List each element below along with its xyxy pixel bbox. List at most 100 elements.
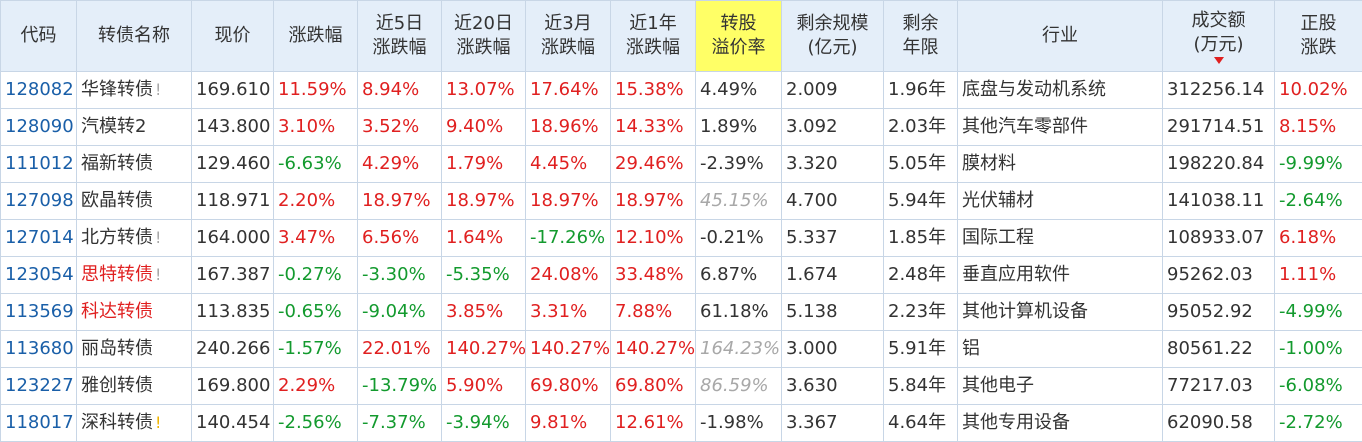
- volume-cell: 108933.07: [1162, 219, 1275, 257]
- change-5d-cell: 8.94%: [357, 71, 442, 109]
- change-3m-cell: 3.31%: [525, 293, 611, 331]
- bond-name-link[interactable]: 雅创转债: [76, 367, 192, 405]
- change-1y-cell: 15.38%: [610, 71, 696, 109]
- bond-code-link[interactable]: 113680: [0, 330, 77, 368]
- bond-code-link[interactable]: 128090: [0, 108, 77, 146]
- change-3m-cell: 9.81%: [525, 404, 611, 442]
- header-col-industry[interactable]: 行业: [957, 0, 1163, 72]
- header-col-chg1y[interactable]: 近1年 涨跌幅: [610, 0, 696, 72]
- volume-cell: 95052.92: [1162, 293, 1275, 331]
- price-cell: 240.266: [191, 330, 274, 368]
- bond-name-link[interactable]: 思特转债!: [76, 256, 192, 294]
- years-cell: 5.05年: [883, 145, 958, 183]
- scale-cell: 3.630: [781, 367, 884, 405]
- change-3m-cell: 69.80%: [525, 367, 611, 405]
- years-cell: 2.23年: [883, 293, 958, 331]
- change-20d-cell: 5.90%: [441, 367, 526, 405]
- bond-name-link[interactable]: 华锋转债!: [76, 71, 192, 109]
- change-3m-cell: 24.08%: [525, 256, 611, 294]
- bond-name-link[interactable]: 北方转债!: [76, 219, 192, 257]
- change-cell: 3.47%: [273, 219, 358, 257]
- bond-name-link[interactable]: 福新转债: [76, 145, 192, 183]
- notice-flag-icon: !: [155, 80, 162, 99]
- change-20d-cell: -5.35%: [441, 256, 526, 294]
- bond-name-link[interactable]: 丽岛转债: [76, 330, 192, 368]
- change-3m-cell: 4.45%: [525, 145, 611, 183]
- header-sublabel: 涨跌: [1300, 37, 1337, 58]
- header-col-chg3m[interactable]: 近3月 涨跌幅: [525, 0, 611, 72]
- header-col-years[interactable]: 剩余 年限: [883, 0, 958, 72]
- change-1y-cell: 7.88%: [610, 293, 696, 331]
- header-col-scale[interactable]: 剩余规模 (亿元): [781, 0, 884, 72]
- industry-cell: 垂直应用软件: [957, 256, 1163, 294]
- header-col-chg5[interactable]: 近5日涨跌幅: [357, 0, 442, 72]
- industry-cell: 膜材料: [957, 145, 1163, 183]
- header-col-price[interactable]: 现价: [191, 0, 274, 72]
- change-5d-cell: 3.52%: [357, 108, 442, 146]
- table-row[interactable]: 127098 欧晶转债 118.971 2.20% 18.97% 18.97% 18.97%…: [0, 182, 1362, 220]
- scale-cell: 3.367: [781, 404, 884, 442]
- price-cell: 118.971: [191, 182, 274, 220]
- header-col-name[interactable]: 转债名称: [76, 0, 192, 72]
- table-row[interactable]: 111012 福新转债 129.460 -6.63% 4.29% 1.79% 4.45% 29…: [0, 145, 1362, 183]
- header-label: 近5日: [375, 13, 424, 34]
- bond-code-link[interactable]: 128082: [0, 71, 77, 109]
- years-cell: 4.64年: [883, 404, 958, 442]
- change-cell: -6.63%: [273, 145, 358, 183]
- table-row[interactable]: 113569 科达转债 113.835 -0.65% -9.04% 3.85% 3.31% 7…: [0, 293, 1362, 331]
- industry-cell: 光伏辅材: [957, 182, 1163, 220]
- table-row[interactable]: 118017 深科转债! 140.454 -2.56% -7.37% -3.94% 9.81…: [0, 404, 1362, 442]
- bond-code-link[interactable]: 111012: [0, 145, 77, 183]
- stock-change-cell: -4.99%: [1274, 293, 1362, 331]
- bond-code-link[interactable]: 123054: [0, 256, 77, 294]
- scale-cell: 5.337: [781, 219, 884, 257]
- bond-name-link[interactable]: 科达转债: [76, 293, 192, 331]
- price-cell: 129.460: [191, 145, 274, 183]
- industry-cell: 其他电子: [957, 367, 1163, 405]
- volume-cell: 80561.22: [1162, 330, 1275, 368]
- volume-cell: 198220.84: [1162, 145, 1275, 183]
- bond-code-link[interactable]: 127014: [0, 219, 77, 257]
- header-label: 成交额: [1191, 9, 1246, 31]
- price-cell: 164.000: [191, 219, 274, 257]
- change-20d-cell: 1.79%: [441, 145, 526, 183]
- bond-code-link[interactable]: 113569: [0, 293, 77, 331]
- price-cell: 113.835: [191, 293, 274, 331]
- change-3m-cell: 18.96%: [525, 108, 611, 146]
- table-row[interactable]: 113680 丽岛转债 240.266 -1.57% 22.01% 140.27% 140.…: [0, 330, 1362, 368]
- years-cell: 5.91年: [883, 330, 958, 368]
- bond-name-link[interactable]: 欧晶转债: [76, 182, 192, 220]
- bond-name-link[interactable]: 深科转债!: [76, 404, 192, 442]
- table-row[interactable]: 123227 雅创转债 169.800 2.29% -13.79% 5.90% 69.80%…: [0, 367, 1362, 405]
- bond-code-link[interactable]: 123227: [0, 367, 77, 405]
- table-row[interactable]: 127014 北方转债! 164.000 3.47% 6.56% 1.64% -17.26%…: [0, 219, 1362, 257]
- change-20d-cell: 9.40%: [441, 108, 526, 146]
- change-20d-cell: 13.07%: [441, 71, 526, 109]
- bond-name-link[interactable]: 汽模转2: [76, 108, 192, 146]
- header-sublabel: 涨跌幅: [372, 37, 427, 58]
- header-col-chg[interactable]: 涨跌幅: [273, 0, 358, 72]
- header-col-volume[interactable]: 成交额 (万元): [1162, 0, 1275, 72]
- bond-code-link[interactable]: 127098: [0, 182, 77, 220]
- change-5d-cell: -7.37%: [357, 404, 442, 442]
- premium-cell: 1.89%: [695, 108, 782, 146]
- header-label: 代码: [20, 25, 57, 46]
- header-col-premium[interactable]: 转股 溢价率: [695, 0, 782, 72]
- change-5d-cell: -3.30%: [357, 256, 442, 294]
- sort-desc-icon[interactable]: [1213, 56, 1224, 64]
- table-row[interactable]: 128082 华锋转债! 169.610 11.59% 8.94% 13.07% 17.64…: [0, 71, 1362, 109]
- table-body: 128082 华锋转债! 169.610 11.59% 8.94% 13.07% 17.64…: [0, 71, 1362, 442]
- bond-name: 北方转债: [81, 227, 153, 248]
- change-20d-cell: 18.97%: [441, 182, 526, 220]
- table-row[interactable]: 128090 汽模转2 143.800 3.10% 3.52% 9.40% 18.96% 14…: [0, 108, 1362, 146]
- stock-change-cell: -2.64%: [1274, 182, 1362, 220]
- years-cell: 1.85年: [883, 219, 958, 257]
- header-col-code[interactable]: 代码: [0, 0, 77, 72]
- header-label: 近3月: [544, 13, 592, 34]
- header-col-stock-chg[interactable]: 正股 涨跌: [1274, 0, 1362, 72]
- bond-code-link[interactable]: 118017: [0, 404, 77, 442]
- table-row[interactable]: 123054 思特转债! 167.387 -0.27% -3.30% -5.35% 24.0…: [0, 256, 1362, 294]
- header-col-chg20[interactable]: 近20日 涨跌幅: [441, 0, 526, 72]
- change-1y-cell: 69.80%: [610, 367, 696, 405]
